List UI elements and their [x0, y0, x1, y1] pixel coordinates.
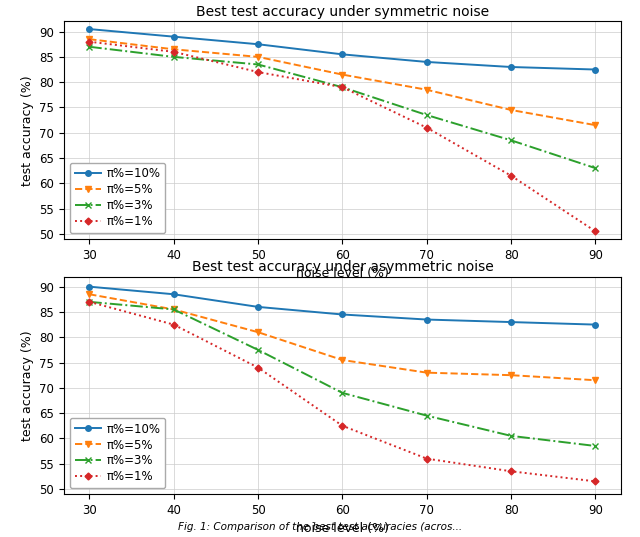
π%=1% [508, 172, 515, 179]
π%=5% [423, 86, 431, 93]
π%=3% [170, 306, 177, 313]
π%=1% [423, 455, 431, 462]
π%=3% [591, 165, 599, 171]
Title: Best test accuracy under asymmetric noise: Best test accuracy under asymmetric nois… [191, 260, 493, 274]
π%=3% [254, 61, 262, 68]
X-axis label: noise level (%): noise level (%) [296, 523, 389, 535]
π%=10% [508, 64, 515, 70]
π%=3% [254, 347, 262, 353]
π%=10% [170, 33, 177, 40]
π%=3% [423, 112, 431, 118]
π%=1% [423, 125, 431, 131]
Y-axis label: test accuracy (%): test accuracy (%) [21, 330, 34, 441]
π%=3% [423, 412, 431, 419]
π%=10% [339, 51, 346, 57]
Line: π%=1%: π%=1% [87, 300, 598, 484]
π%=10% [591, 321, 599, 328]
Line: π%=1%: π%=1% [87, 39, 598, 234]
π%=5% [508, 107, 515, 113]
π%=5% [508, 372, 515, 379]
π%=1% [86, 299, 93, 305]
π%=5% [254, 54, 262, 60]
π%=5% [591, 377, 599, 383]
π%=5% [423, 369, 431, 376]
π%=10% [254, 304, 262, 310]
π%=5% [254, 329, 262, 336]
π%=5% [339, 357, 346, 363]
π%=1% [591, 228, 599, 235]
π%=1% [170, 49, 177, 55]
π%=10% [254, 41, 262, 47]
Text: Fig. 1: Comparison of the best test accuracies (acros...: Fig. 1: Comparison of the best test accu… [178, 521, 462, 532]
Line: π%=10%: π%=10% [86, 26, 598, 72]
π%=1% [339, 84, 346, 90]
Line: π%=10%: π%=10% [86, 284, 598, 328]
π%=10% [423, 59, 431, 65]
π%=10% [591, 66, 599, 72]
π%=5% [170, 46, 177, 53]
π%=10% [339, 311, 346, 318]
π%=1% [86, 39, 93, 45]
Line: π%=5%: π%=5% [86, 35, 599, 129]
π%=3% [591, 443, 599, 449]
Line: π%=3%: π%=3% [86, 43, 599, 172]
π%=5% [591, 122, 599, 128]
π%=1% [339, 423, 346, 429]
π%=3% [170, 54, 177, 60]
Y-axis label: test accuracy (%): test accuracy (%) [21, 75, 34, 186]
Line: π%=3%: π%=3% [86, 299, 599, 449]
Title: Best test accuracy under symmetric noise: Best test accuracy under symmetric noise [196, 5, 489, 19]
π%=10% [86, 284, 93, 290]
π%=1% [254, 365, 262, 371]
π%=3% [339, 84, 346, 90]
π%=10% [508, 319, 515, 325]
π%=3% [339, 390, 346, 396]
π%=1% [591, 478, 599, 484]
π%=10% [423, 316, 431, 323]
π%=3% [508, 137, 515, 143]
π%=3% [508, 433, 515, 439]
π%=3% [86, 43, 93, 50]
π%=10% [170, 291, 177, 297]
π%=1% [254, 69, 262, 75]
π%=1% [508, 468, 515, 475]
π%=3% [86, 299, 93, 305]
π%=5% [339, 71, 346, 78]
Legend: π%=10%, π%=5%, π%=3%, π%=1%: π%=10%, π%=5%, π%=3%, π%=1% [70, 418, 165, 488]
Legend: π%=10%, π%=5%, π%=3%, π%=1%: π%=10%, π%=5%, π%=3%, π%=1% [70, 163, 165, 233]
π%=5% [170, 306, 177, 313]
Line: π%=5%: π%=5% [86, 291, 599, 384]
π%=5% [86, 291, 93, 297]
π%=5% [86, 36, 93, 42]
π%=10% [86, 26, 93, 32]
X-axis label: noise level (%): noise level (%) [296, 267, 389, 280]
π%=1% [170, 321, 177, 328]
